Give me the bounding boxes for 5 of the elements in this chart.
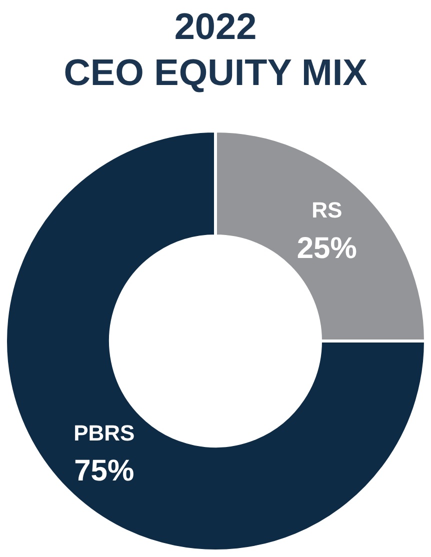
chart-title: 2022 CEO EQUITY MIX: [64, 6, 368, 93]
data-label: 75%: [74, 454, 134, 488]
slice-label: RS: [312, 198, 342, 223]
data-label: 25%: [296, 232, 357, 265]
slice-label: PBRS: [74, 420, 135, 446]
